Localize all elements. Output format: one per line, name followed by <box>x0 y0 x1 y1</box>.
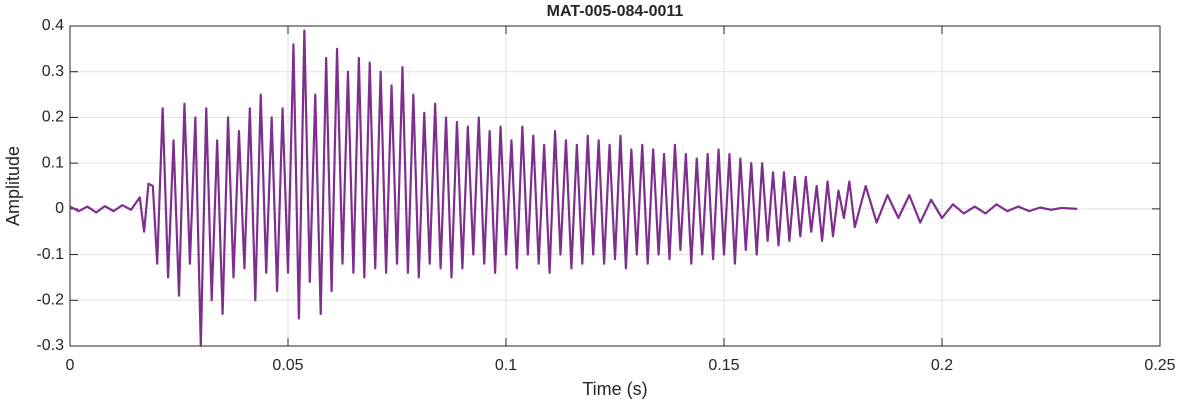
plot-frame <box>69 25 1161 347</box>
y-tick-label: 0.3 <box>42 63 64 80</box>
x-tick-label: 0.1 <box>495 357 517 374</box>
x-tick-label: 0 <box>66 357 75 374</box>
y-tick-label: 0.4 <box>42 17 64 34</box>
x-tick-label: 0.15 <box>708 357 739 374</box>
x-tick-label: 0.2 <box>931 357 953 374</box>
y-tick-label: 0 <box>55 200 64 217</box>
y-tick-label: -0.2 <box>36 292 64 309</box>
y-tick-label: -0.3 <box>36 337 64 354</box>
x-axis-label: Time (s) <box>582 379 647 399</box>
y-tick-label: 0.2 <box>42 109 64 126</box>
y-tick-label: -0.1 <box>36 246 64 263</box>
waveform-line <box>69 29 1078 348</box>
y-axis-label: Amplitude <box>3 146 23 226</box>
y-tick-label: 0.1 <box>42 154 64 171</box>
chart-title: MAT-005-084-0011 <box>547 3 684 20</box>
x-tick-label: 0.25 <box>1144 357 1175 374</box>
x-tick-label: 0.05 <box>272 357 303 374</box>
